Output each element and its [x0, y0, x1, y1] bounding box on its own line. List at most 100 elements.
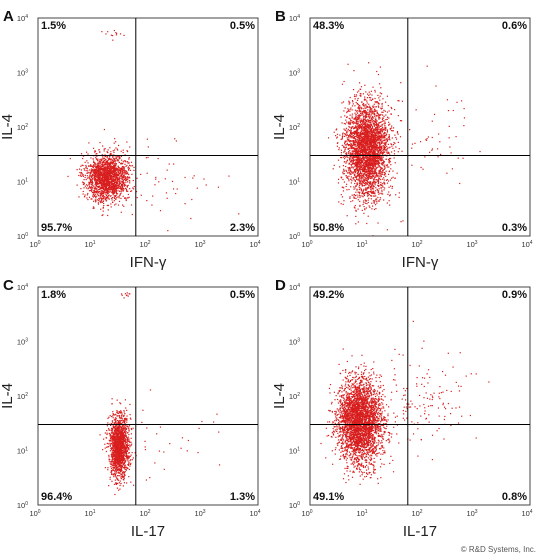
- data-point: [103, 161, 105, 164]
- data-point: [363, 185, 366, 187]
- data-point: [127, 179, 129, 181]
- data-point: [395, 146, 397, 148]
- data-point: [359, 159, 361, 161]
- data-point: [109, 169, 112, 171]
- data-point: [355, 95, 357, 98]
- data-point: [341, 176, 343, 178]
- data-point: [378, 185, 380, 188]
- data-point: [108, 169, 110, 172]
- data-point: [341, 196, 344, 198]
- data-point: [80, 188, 82, 190]
- data-point: [370, 173, 372, 175]
- data-point: [103, 182, 106, 184]
- data-point: [369, 93, 371, 95]
- data-point: [368, 139, 370, 141]
- data-point: [91, 170, 93, 172]
- data-point: [113, 172, 116, 174]
- data-point: [100, 192, 102, 194]
- data-point: [373, 142, 375, 144]
- data-point: [114, 176, 116, 178]
- data-point: [353, 186, 355, 188]
- data-point: [354, 140, 357, 142]
- data-point: [85, 166, 87, 168]
- data-point: [97, 176, 99, 178]
- data-point: [385, 101, 387, 103]
- data-point: [368, 138, 370, 140]
- data-point: [371, 152, 373, 155]
- data-point: [359, 114, 361, 116]
- data-point: [344, 150, 346, 153]
- data-point: [373, 137, 376, 139]
- data-point: [117, 160, 119, 162]
- data-point: [175, 140, 177, 142]
- data-point: [382, 169, 384, 171]
- data-point: [345, 146, 348, 148]
- data-point: [364, 157, 366, 159]
- data-point: [120, 150, 122, 152]
- data-point: [119, 171, 122, 173]
- data-point: [361, 121, 364, 123]
- data-point: [343, 143, 346, 145]
- data-point: [358, 191, 360, 193]
- data-point: [369, 133, 371, 135]
- data-point: [105, 183, 107, 186]
- data-point: [363, 137, 366, 139]
- data-point: [103, 196, 105, 198]
- data-point: [101, 160, 103, 162]
- data-point: [356, 110, 358, 112]
- data-point: [379, 149, 381, 151]
- data-point: [360, 150, 362, 152]
- data-point: [96, 168, 98, 170]
- data-point: [370, 137, 372, 139]
- data-point: [372, 165, 374, 167]
- data-point: [354, 169, 356, 171]
- data-point: [379, 136, 381, 138]
- data-point: [375, 139, 378, 141]
- data-point: [105, 179, 107, 181]
- data-point: [89, 187, 91, 189]
- data-point: [340, 156, 343, 159]
- data-point: [122, 186, 124, 188]
- data-point: [103, 148, 105, 150]
- data-point: [353, 70, 355, 72]
- data-point: [376, 188, 378, 191]
- data-point: [92, 169, 94, 171]
- data-point: [383, 181, 385, 183]
- data-point: [373, 182, 375, 184]
- data-point: [364, 146, 366, 148]
- data-point: [364, 177, 366, 179]
- data-point: [86, 172, 88, 174]
- data-point: [85, 179, 87, 181]
- data-point: [362, 126, 365, 128]
- data-point: [124, 172, 126, 174]
- data-point: [378, 97, 380, 99]
- data-point: [373, 110, 376, 112]
- data-point: [105, 163, 107, 165]
- data-point: [115, 164, 117, 166]
- data-point: [174, 138, 176, 140]
- data-point: [363, 194, 365, 197]
- data-point: [111, 184, 113, 186]
- data-point: [106, 186, 108, 189]
- data-point: [338, 148, 340, 151]
- data-point: [363, 105, 365, 107]
- data-point: [122, 177, 125, 179]
- data-point: [133, 185, 135, 188]
- data-point: [381, 126, 384, 129]
- data-point: [372, 192, 374, 194]
- data-point: [373, 153, 375, 155]
- data-point: [360, 151, 362, 153]
- data-point: [345, 131, 348, 133]
- data-point: [379, 176, 381, 178]
- data-point: [378, 172, 380, 175]
- data-point: [383, 173, 385, 176]
- data-point: [348, 144, 350, 147]
- data-point: [374, 150, 376, 153]
- data-point: [358, 126, 360, 128]
- data-point: [384, 134, 386, 136]
- data-point: [348, 121, 350, 123]
- data-point: [104, 175, 107, 177]
- data-point: [380, 129, 382, 131]
- data-point: [88, 190, 91, 192]
- data-point: [94, 190, 96, 192]
